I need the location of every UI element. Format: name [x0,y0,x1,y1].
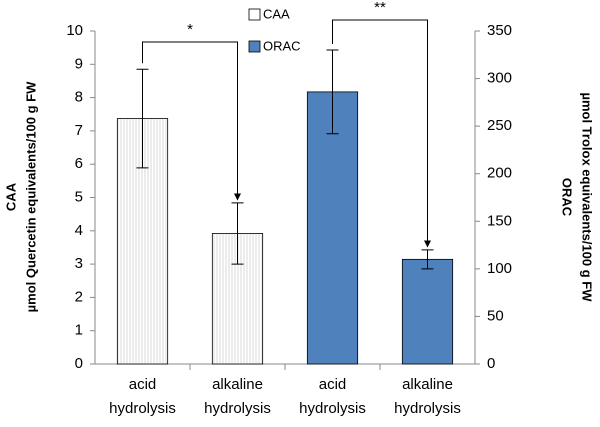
y-tick-label: 9 [75,55,83,72]
y-tick-label: 1 [75,322,83,339]
y2-tick-label: 100 [487,260,512,277]
y2-tick-label: 300 [487,70,512,87]
y-tick-label: 5 [75,188,83,205]
y-tick-label: 6 [75,155,83,172]
y-tick-label: 0 [75,355,83,372]
y-tick-label: 3 [75,255,83,272]
x-tick-label: acid hydrolysis [299,376,366,417]
legend-label: ORAC [263,38,301,53]
error-bar [326,49,339,135]
annotation: ** [374,0,386,16]
y-tick-label: 4 [75,222,83,239]
x-tick-label: acid hydrolysis [109,376,176,417]
error-bar [231,202,244,265]
legend-swatch [248,40,261,53]
y2-axis-title: µmol Trolox equivalents/100 g FW [580,92,595,302]
error-bar [136,68,149,169]
x-tick-label: alkaline hydrolysis [394,376,461,417]
y2-tick-label: 200 [487,165,512,182]
y2-tick-label: 350 [487,22,512,39]
y2-tick-label: 0 [487,355,495,372]
y2-tick-label: 50 [487,307,504,324]
y2-axis-title: ORAC [560,178,575,217]
y-axis-title: µmol Quercetin equivalents/100 g FW [23,81,38,312]
x-tick-label: alkaline hydrolysis [204,376,271,417]
y-tick-label: 7 [75,122,83,139]
annotation: * [187,21,193,38]
y-tick-label: 10 [66,22,83,39]
legend-label: CAA [263,6,290,21]
bar [401,258,454,365]
annotation-arrow [142,41,241,201]
bar [306,91,359,365]
y-tick-label: 2 [75,288,83,305]
error-bar [421,249,434,270]
legend-swatch [248,8,261,21]
y-axis-title: CAA [3,182,18,211]
y2-tick-label: 250 [487,117,512,134]
annotation-arrow [332,19,431,248]
y-tick-label: 8 [75,89,83,106]
y2-tick-label: 150 [487,212,512,229]
